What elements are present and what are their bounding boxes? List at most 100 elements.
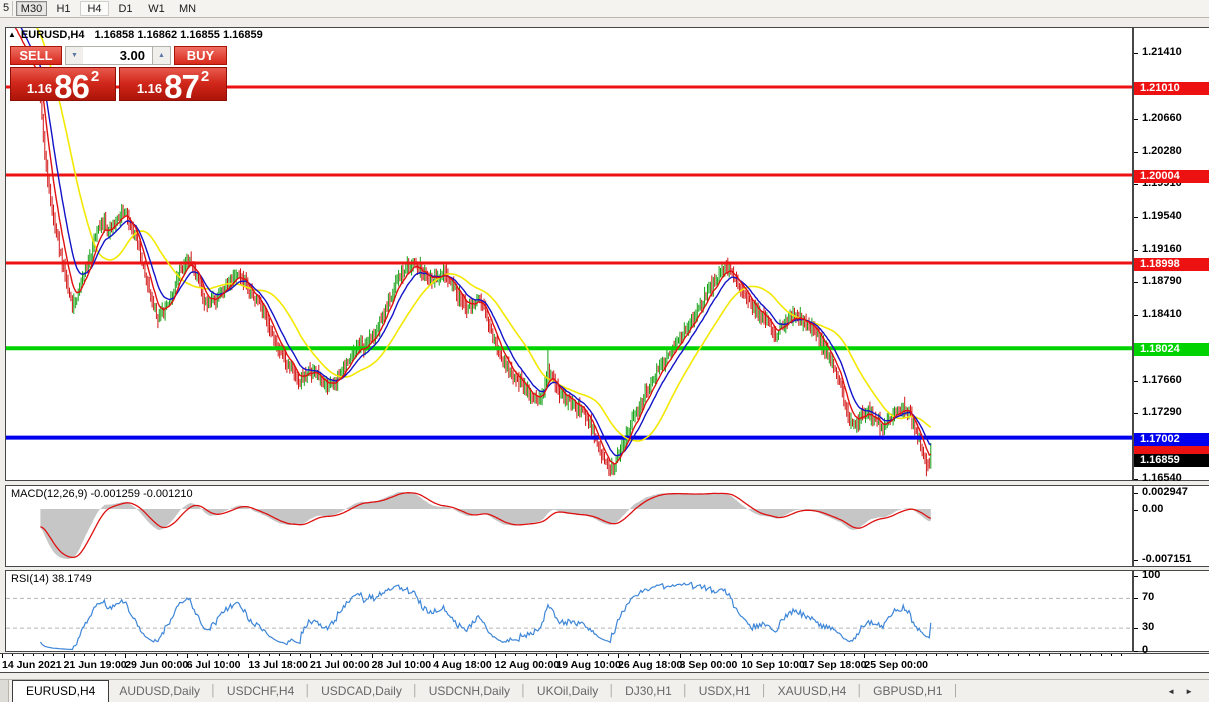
buy-price-prefix: 1.16 bbox=[136, 81, 163, 96]
chart-tab-gbpusd-h1[interactable]: GBPUSD,H1 bbox=[873, 684, 943, 698]
period-button-h4[interactable]: H4 bbox=[80, 1, 109, 16]
macd-indicator-panel[interactable]: MACD(12,26,9) -0.001259 -0.001210 bbox=[5, 485, 1133, 567]
time-minor-tick bbox=[258, 654, 260, 656]
time-minor-tick bbox=[340, 654, 342, 656]
time-minor-tick bbox=[535, 654, 537, 656]
rsi-axis[interactable]: 100 70 30 0 bbox=[1133, 569, 1209, 656]
macd-tick bbox=[1134, 493, 1138, 494]
period-button-m5-partial[interactable]: 5 bbox=[0, 1, 13, 16]
time-minor-tick bbox=[730, 654, 732, 656]
sell-price-button[interactable]: 1.16 86 2 bbox=[10, 67, 116, 103]
chart-tab-ukoil-daily[interactable]: UKOil,Daily bbox=[536, 684, 599, 698]
price-line-tag: 1.18998 bbox=[1134, 258, 1209, 271]
price-tick bbox=[1134, 413, 1138, 415]
chart-tab-eurusd-h4[interactable]: EURUSD,H4 bbox=[12, 679, 110, 702]
time-major-tick bbox=[125, 654, 127, 658]
time-minor-tick bbox=[176, 654, 178, 656]
ask-price-tag-partial bbox=[1134, 445, 1209, 454]
price-tick bbox=[1134, 479, 1138, 481]
period-button-mn[interactable]: MN bbox=[173, 1, 202, 16]
price-tick bbox=[1134, 282, 1138, 284]
tab-scroll-buttons: ◄► bbox=[1167, 687, 1203, 696]
time-minor-tick bbox=[1028, 654, 1030, 656]
rsi-tick-label: 100 bbox=[1142, 569, 1161, 581]
chart-tab-audusd-daily[interactable]: AUDUSD,Daily bbox=[119, 684, 201, 698]
chart-tab-usdcad-daily[interactable]: USDCAD,Daily bbox=[321, 684, 402, 698]
time-minor-tick bbox=[823, 654, 825, 656]
period-button-h1[interactable]: H1 bbox=[49, 1, 78, 16]
time-minor-tick bbox=[782, 654, 784, 656]
price-tick bbox=[1134, 53, 1138, 54]
rsi-tick-label: 30 bbox=[1142, 621, 1155, 634]
tab-scroll-right-icon[interactable]: ► bbox=[1185, 687, 1203, 696]
period-button-d1[interactable]: D1 bbox=[111, 1, 140, 16]
chart-tab-dj30-h1[interactable]: DJ30,H1 bbox=[625, 684, 672, 698]
period-button-w1[interactable]: W1 bbox=[142, 1, 171, 16]
tab-separator: │ bbox=[304, 685, 312, 697]
buy-button[interactable]: BUY bbox=[174, 46, 227, 65]
rsi-canvas[interactable] bbox=[6, 571, 1132, 651]
price-line-tag: 1.20004 bbox=[1134, 169, 1209, 183]
macd-tick-label: 0.002947 bbox=[1142, 486, 1188, 498]
sell-button[interactable]: SELL bbox=[10, 46, 62, 65]
price-tick bbox=[1134, 151, 1138, 153]
buy-price-button[interactable]: 1.16 87 2 bbox=[119, 67, 227, 103]
main-chart-panel[interactable] bbox=[5, 27, 1133, 481]
volume-input[interactable]: 3.00 bbox=[83, 46, 153, 65]
sell-price-prefix: 1.16 bbox=[26, 81, 53, 96]
time-label: 13 Jul 18:00 bbox=[248, 659, 308, 671]
price-chart-canvas[interactable] bbox=[6, 28, 1132, 480]
period-button-m30[interactable]: M30 bbox=[16, 1, 47, 16]
time-label: 29 Jun 00:00 bbox=[125, 659, 189, 671]
time-axis[interactable]: 14 Jun 2021 21 Jun 19:00 29 Jun 00:00 6 Jul… bbox=[0, 653, 1209, 673]
time-minor-tick bbox=[43, 654, 45, 656]
rsi-tick-label: 70 bbox=[1142, 591, 1155, 604]
chart-tab-xauusd-h4[interactable]: XAUUSD,H4 bbox=[777, 684, 847, 698]
time-minor-tick bbox=[464, 654, 465, 656]
rsi-tick bbox=[1134, 598, 1138, 600]
chart-tab-usdcnh-daily[interactable]: USDCNH,Daily bbox=[428, 684, 511, 698]
time-minor-tick bbox=[1069, 654, 1071, 656]
time-minor-tick bbox=[1121, 654, 1123, 656]
time-label: 10 Sep 10:00 bbox=[741, 659, 805, 671]
price-axis[interactable]: 1.21410 1.20660 1.20280 1.19910 1.19540 1.191… bbox=[1133, 27, 1209, 484]
time-major-tick bbox=[802, 654, 804, 658]
time-minor-tick bbox=[576, 654, 578, 656]
period-toolbar: 5 M30 H1 H4 D1 W1 MN bbox=[0, 0, 1209, 18]
time-label: 12 Aug 00:00 bbox=[494, 659, 560, 671]
macd-canvas[interactable] bbox=[6, 486, 1132, 566]
time-minor-tick bbox=[905, 654, 907, 656]
volume-increase-button[interactable]: ▲ bbox=[152, 46, 171, 65]
chart-tab-usdx-h1[interactable]: USDX,H1 bbox=[698, 684, 751, 698]
chart-tab-bar: EURUSD,H4 AUDUSD,Daily │ USDCHF,H4 │ USDCAD,D… bbox=[0, 679, 1209, 702]
time-minor-tick bbox=[895, 654, 897, 656]
macd-signal-line bbox=[40, 492, 932, 559]
time-minor-tick bbox=[915, 654, 917, 656]
time-minor-tick bbox=[587, 654, 589, 656]
one-click-collapse-icon[interactable]: ▲ bbox=[8, 30, 16, 39]
volume-decrease-button[interactable]: ▼ bbox=[65, 46, 84, 65]
time-minor-tick bbox=[1038, 654, 1040, 656]
time-minor-tick bbox=[330, 654, 332, 656]
tab-scroll-left-icon[interactable]: ◄ bbox=[1167, 687, 1186, 696]
tab-separator: │ bbox=[681, 685, 689, 697]
time-minor-tick bbox=[1018, 654, 1020, 656]
tab-separator: │ bbox=[411, 685, 419, 697]
time-minor-tick bbox=[833, 654, 835, 656]
time-minor-tick bbox=[843, 654, 845, 656]
time-minor-tick bbox=[114, 654, 116, 656]
price-tick-label: 1.18410 bbox=[1142, 308, 1182, 321]
macd-axis[interactable]: 0.002947 0.00 -0.007151 bbox=[1133, 485, 1209, 567]
time-minor-tick bbox=[412, 654, 414, 656]
time-minor-tick bbox=[299, 654, 301, 656]
macd-tick bbox=[1134, 510, 1138, 511]
time-minor-tick bbox=[987, 654, 989, 656]
time-label: 6 Jul 10:00 bbox=[186, 659, 241, 671]
chart-tab-usdchf-h4[interactable]: USDCHF,H4 bbox=[226, 684, 295, 698]
macd-tick-label: 0.00 bbox=[1142, 503, 1164, 515]
rsi-indicator-panel[interactable]: RSI(14) 38.1749 bbox=[5, 570, 1133, 652]
time-major-tick bbox=[679, 654, 681, 658]
buy-price-pip-fraction: 2 bbox=[200, 68, 210, 85]
time-minor-tick bbox=[279, 654, 281, 656]
time-minor-tick bbox=[956, 654, 958, 656]
